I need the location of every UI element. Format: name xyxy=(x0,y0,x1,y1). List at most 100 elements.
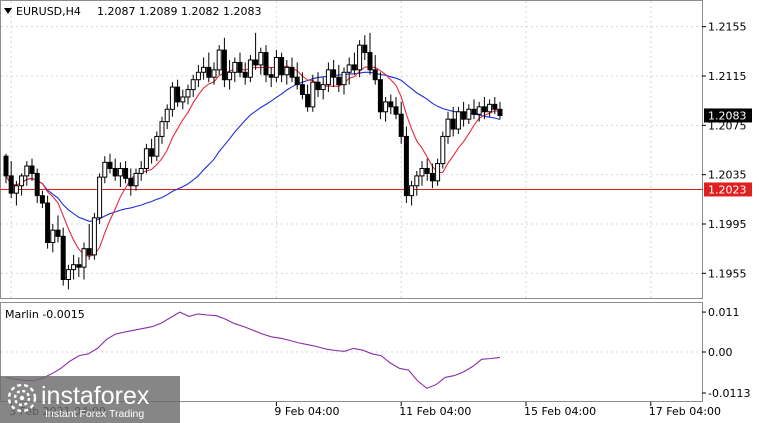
candle-body xyxy=(169,86,175,110)
candle-body xyxy=(91,217,97,256)
candle-body xyxy=(346,64,352,73)
candle-body xyxy=(13,185,19,194)
candle-body xyxy=(123,168,129,179)
candle xyxy=(273,50,279,83)
candle-body xyxy=(232,61,238,73)
candle xyxy=(29,158,35,181)
price-tick-label: 1.2075 xyxy=(708,119,747,132)
candle-body xyxy=(180,96,186,103)
candle-body xyxy=(149,148,155,157)
candle xyxy=(372,55,378,85)
candle-body xyxy=(435,163,441,182)
candle-body xyxy=(279,57,285,76)
candle-body xyxy=(216,49,222,71)
candle-body xyxy=(175,86,181,103)
candle xyxy=(76,257,82,278)
candle xyxy=(154,131,160,162)
price-grid xyxy=(1,1,702,298)
candle xyxy=(325,62,331,93)
candle-body xyxy=(3,155,9,177)
candle xyxy=(50,224,56,253)
instaforex-watermark: instaforex Instant Forex Trading xyxy=(0,376,180,423)
candle xyxy=(71,254,77,280)
candle xyxy=(424,158,430,181)
candle xyxy=(169,82,175,117)
candle-body xyxy=(154,135,160,157)
watermark-brand: instaforex xyxy=(41,382,150,410)
candle xyxy=(471,99,477,120)
candle-body xyxy=(50,229,56,244)
candle xyxy=(201,57,207,80)
candle xyxy=(138,161,144,181)
candle-body xyxy=(258,52,264,66)
fast-moving-average xyxy=(5,65,501,257)
candle xyxy=(164,104,170,130)
watermark-tagline: Instant Forex Trading xyxy=(45,408,144,420)
candle-body xyxy=(81,248,87,268)
candle-body xyxy=(310,81,316,108)
candle xyxy=(143,143,149,174)
candle xyxy=(216,45,222,75)
candle-body xyxy=(86,248,92,256)
candle-body xyxy=(403,135,409,197)
oscillator-label: Marlin -0.0015 xyxy=(5,308,85,321)
candle-body xyxy=(263,52,269,76)
candle xyxy=(180,89,186,110)
price-tick-label: 1.2155 xyxy=(708,21,747,34)
candle-body xyxy=(45,202,51,244)
candle-body xyxy=(445,118,451,137)
candle xyxy=(367,32,373,75)
candle-body xyxy=(440,135,446,165)
candle xyxy=(232,57,238,83)
candle xyxy=(320,77,326,100)
candle-body xyxy=(471,108,477,115)
candle-body xyxy=(268,74,274,78)
candle-body xyxy=(305,94,311,108)
candle-body xyxy=(419,168,425,177)
candle xyxy=(466,104,472,125)
candle-body xyxy=(315,81,321,91)
candle xyxy=(102,156,108,184)
candle xyxy=(388,94,394,115)
candle-body xyxy=(55,229,61,237)
candle-body xyxy=(24,165,30,177)
marlin-oscillator-line xyxy=(5,311,501,389)
collapse-triangle-icon[interactable] xyxy=(4,8,12,14)
candle xyxy=(81,242,87,280)
candle xyxy=(206,52,212,83)
candle xyxy=(487,99,493,117)
candle xyxy=(409,180,415,206)
candle xyxy=(336,64,342,93)
candle xyxy=(242,62,248,85)
candle xyxy=(346,57,352,85)
candle xyxy=(123,161,129,184)
candle xyxy=(279,52,285,83)
candle xyxy=(55,215,61,243)
candle xyxy=(195,64,201,88)
price-axis: 1.2155 1.2115 1.2075 1.2035 1.1995 1.1955 xyxy=(702,21,747,280)
candle xyxy=(237,52,243,78)
candle-body xyxy=(357,44,363,71)
candle-body xyxy=(76,264,82,268)
candle-body xyxy=(39,195,45,204)
candle xyxy=(357,40,363,78)
candle xyxy=(19,173,25,196)
candle-body xyxy=(299,84,305,95)
candle-body xyxy=(8,175,14,194)
candle xyxy=(91,212,97,260)
hline-price-text: 1.2023 xyxy=(708,183,747,196)
slow-ma-line xyxy=(5,71,501,222)
candle-body xyxy=(273,57,279,78)
candle-body xyxy=(476,106,482,115)
candle xyxy=(24,161,30,186)
oscillator-axis: 0.011 0.00 -0.0113 xyxy=(702,306,750,400)
candle-body xyxy=(19,175,25,187)
candle xyxy=(435,158,441,186)
candle-body xyxy=(325,69,331,86)
candle xyxy=(107,153,113,174)
candle xyxy=(341,67,347,95)
candle-body xyxy=(377,79,383,113)
candle xyxy=(97,173,103,224)
time-tick-label: 11 Feb 04:00 xyxy=(399,405,471,418)
ohlc-values: 1.2087 1.2089 1.2082 1.2083 xyxy=(97,5,261,18)
